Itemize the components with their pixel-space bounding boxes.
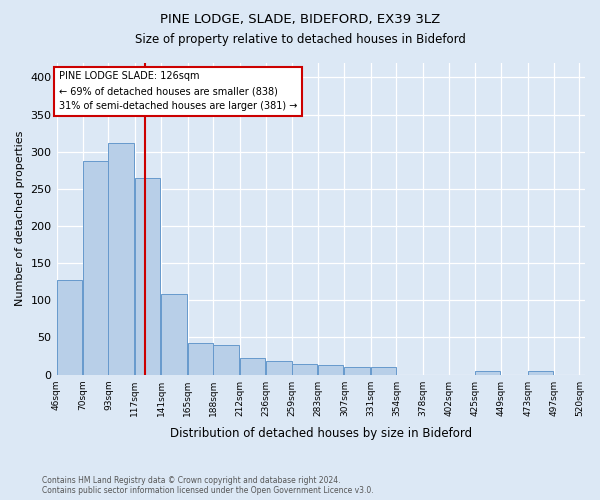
Text: Contains HM Land Registry data © Crown copyright and database right 2024.
Contai: Contains HM Land Registry data © Crown c…	[42, 476, 374, 495]
Bar	[527, 371, 553, 374]
Bar	[83, 160, 109, 374]
Bar	[213, 345, 239, 374]
Text: Size of property relative to detached houses in Bideford: Size of property relative to detached ho…	[134, 32, 466, 46]
Bar	[135, 178, 160, 374]
Bar	[475, 371, 500, 374]
Bar	[56, 280, 82, 374]
X-axis label: Distribution of detached houses by size in Bideford: Distribution of detached houses by size …	[170, 427, 472, 440]
Bar	[161, 294, 187, 374]
Bar	[239, 358, 265, 374]
Bar	[266, 362, 292, 374]
Bar	[318, 365, 343, 374]
Text: PINE LODGE, SLADE, BIDEFORD, EX39 3LZ: PINE LODGE, SLADE, BIDEFORD, EX39 3LZ	[160, 12, 440, 26]
Bar	[292, 364, 317, 374]
Bar	[109, 143, 134, 374]
Text: PINE LODGE SLADE: 126sqm
← 69% of detached houses are smaller (838)
31% of semi-: PINE LODGE SLADE: 126sqm ← 69% of detach…	[59, 72, 297, 111]
Y-axis label: Number of detached properties: Number of detached properties	[15, 131, 25, 306]
Bar	[344, 367, 370, 374]
Bar	[188, 344, 213, 374]
Bar	[371, 367, 397, 374]
